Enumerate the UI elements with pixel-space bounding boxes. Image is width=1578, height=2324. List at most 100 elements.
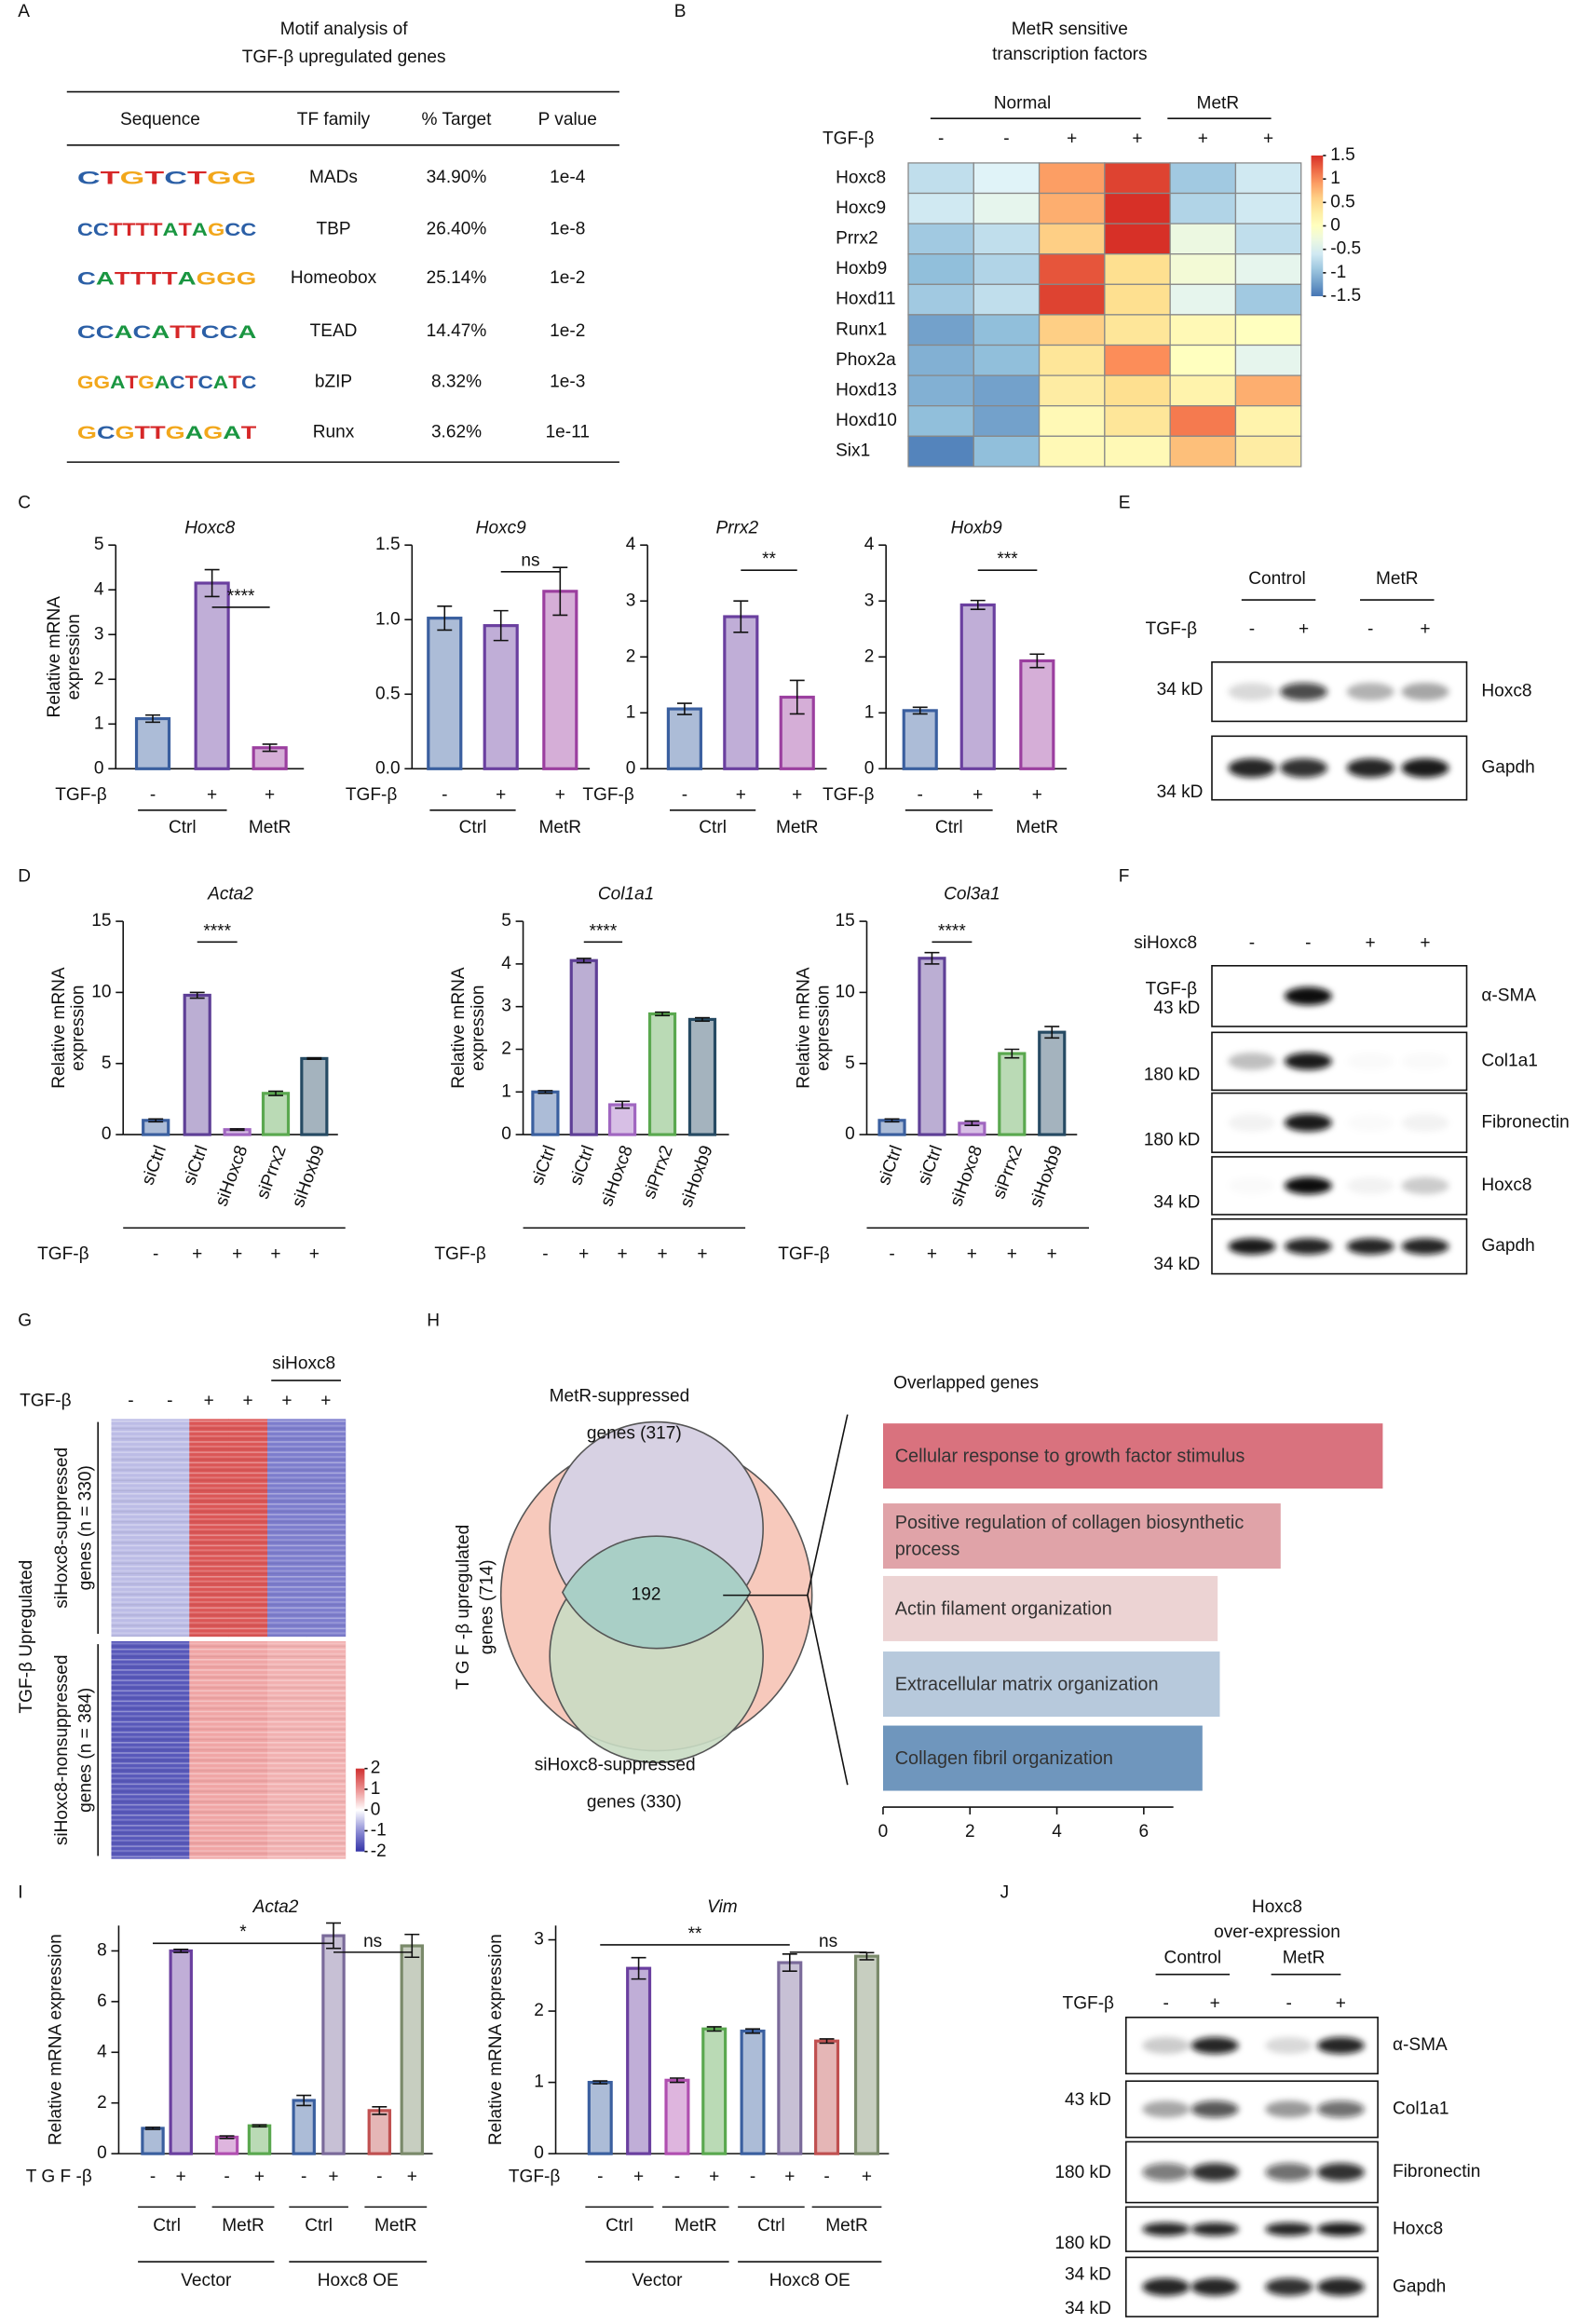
heatmap-cell <box>1169 162 1237 195</box>
cluster-label: siHoxc8-suppressed <box>52 1447 72 1609</box>
y-tick-label: 1 <box>534 2073 544 2092</box>
blot-band <box>1228 987 1275 1006</box>
blot-band <box>1265 2163 1313 2181</box>
blot-band <box>1346 1176 1394 1195</box>
blot-band <box>1316 2163 1365 2181</box>
group-label: MetR <box>1376 569 1419 589</box>
y-tick-label: 3 <box>626 591 636 610</box>
heatmap-cell <box>907 314 974 347</box>
significance-label: **** <box>203 921 231 941</box>
table-cell: bZIP <box>315 372 352 391</box>
heatmap-cell <box>907 405 974 437</box>
y-tick-label: 0 <box>97 2143 107 2163</box>
x-tick-label: 4 <box>1052 1822 1062 1842</box>
treatment-label: TGF-β <box>778 1244 830 1264</box>
bar <box>194 581 230 770</box>
blot-band <box>1280 758 1328 778</box>
blot-band <box>1402 1053 1449 1070</box>
blot-band <box>1284 1238 1332 1255</box>
group-label: Hoxc8 OE <box>769 2271 850 2290</box>
table-cell: 26.40% <box>427 220 487 239</box>
blot-row-label: α-SMA <box>1393 2035 1448 2055</box>
heatmap-cell <box>1104 314 1171 347</box>
treatment-mark: + <box>657 1244 667 1264</box>
chart-title: Col1a1 <box>598 885 654 904</box>
group-label: MetR <box>374 2216 417 2236</box>
blot-row-label: Gapdh <box>1481 1236 1534 1256</box>
group-label: Hoxc8 OE <box>318 2271 399 2290</box>
blot-band <box>1265 2222 1313 2236</box>
treatment-mark: - <box>376 2168 382 2187</box>
treatment-mark: + <box>281 1391 292 1410</box>
y-tick-label: 4 <box>501 954 511 973</box>
row-label: Hoxb9 <box>836 259 887 279</box>
group-label: Ctrl <box>935 818 963 837</box>
panel-label: B <box>674 2 687 21</box>
bar-label: Positive regulation of collagen biosynth… <box>895 1512 1245 1559</box>
bar <box>247 2124 272 2155</box>
y-tick-label: 10 <box>836 982 855 1001</box>
y-tick-label: 0 <box>845 1124 855 1144</box>
x-tick-label: siCtrl <box>915 1143 947 1188</box>
x-tick-label: siCtrl <box>180 1143 212 1188</box>
heatmap-cell <box>907 223 974 255</box>
y-tick-label: 1 <box>864 702 875 722</box>
bar <box>882 1503 1281 1570</box>
row-label: Runx1 <box>836 319 887 339</box>
blot-band <box>1284 1053 1332 1070</box>
treatment-mark: + <box>578 1244 589 1264</box>
table-cell: 25.14% <box>427 268 487 288</box>
blot-size-label: 43 kD <box>1065 2090 1111 2110</box>
panel-label: J <box>1000 1882 1010 1902</box>
x-tick-label: siPrrx2 <box>989 1143 1027 1202</box>
condition-mark: + <box>1210 1994 1220 2014</box>
treatment-mark: - <box>128 1391 133 1410</box>
table-title: Motif analysis of <box>280 20 408 39</box>
y-tick-label: 4 <box>97 2042 107 2061</box>
y-tick-label: 5 <box>501 911 511 931</box>
significance-label: * <box>239 1923 247 1942</box>
chart-title: Hoxb9 <box>951 519 1003 538</box>
treatment-mark: - <box>301 2168 306 2187</box>
table-cell: 34.90% <box>427 168 487 187</box>
blot-band <box>1316 2222 1365 2236</box>
treatment-label: TGF-β <box>509 2168 561 2187</box>
heatmap-cell <box>973 223 1041 255</box>
blot-size-label: 34 kD <box>1065 2299 1111 2318</box>
y-tick-label: 0 <box>534 2143 544 2163</box>
group-label: Vector <box>181 2271 232 2290</box>
chart-title: Hoxc8 <box>184 519 235 538</box>
group-label: MetR <box>222 2216 265 2236</box>
colorbar <box>1311 155 1324 297</box>
table-cell: TBP <box>316 220 350 239</box>
row-label: Phox2a <box>836 350 896 370</box>
y-tick-label: 2 <box>501 1040 511 1059</box>
x-tick-label: siHoxc8 <box>212 1143 252 1209</box>
y-tick-label: 2 <box>97 2093 107 2113</box>
group-label: Ctrl <box>169 818 197 837</box>
bar <box>1038 1030 1067 1136</box>
treatment-mark: + <box>1067 129 1077 149</box>
treatment-mark: - <box>682 785 687 805</box>
bar-label: Cellular response to growth factor stimu… <box>895 1446 1245 1466</box>
heatmap-cell <box>1169 283 1237 316</box>
group-label: MetR <box>249 818 292 837</box>
y-axis-label: Relative mRNA <box>45 596 64 718</box>
significance-label: **** <box>227 587 255 606</box>
treatment-mark: + <box>309 1244 320 1264</box>
colorbar <box>355 1768 365 1852</box>
blot-band <box>1228 1177 1275 1195</box>
group-label: Ctrl <box>757 2216 785 2236</box>
heatmap-cell <box>1234 435 1302 468</box>
treatment-mark: + <box>1007 1244 1017 1264</box>
x-tick-label: siHoxc8 <box>946 1143 986 1209</box>
table-cell: 1e-8 <box>550 220 585 239</box>
table-header: % Target <box>422 110 493 129</box>
bar-label: Extracellular matrix organization <box>895 1674 1159 1694</box>
heatmap-cell <box>1169 374 1237 407</box>
treatment-label: TGF-β <box>20 1391 72 1410</box>
heatmap-cell <box>1038 192 1106 224</box>
table-cell: 1e-4 <box>550 168 586 187</box>
